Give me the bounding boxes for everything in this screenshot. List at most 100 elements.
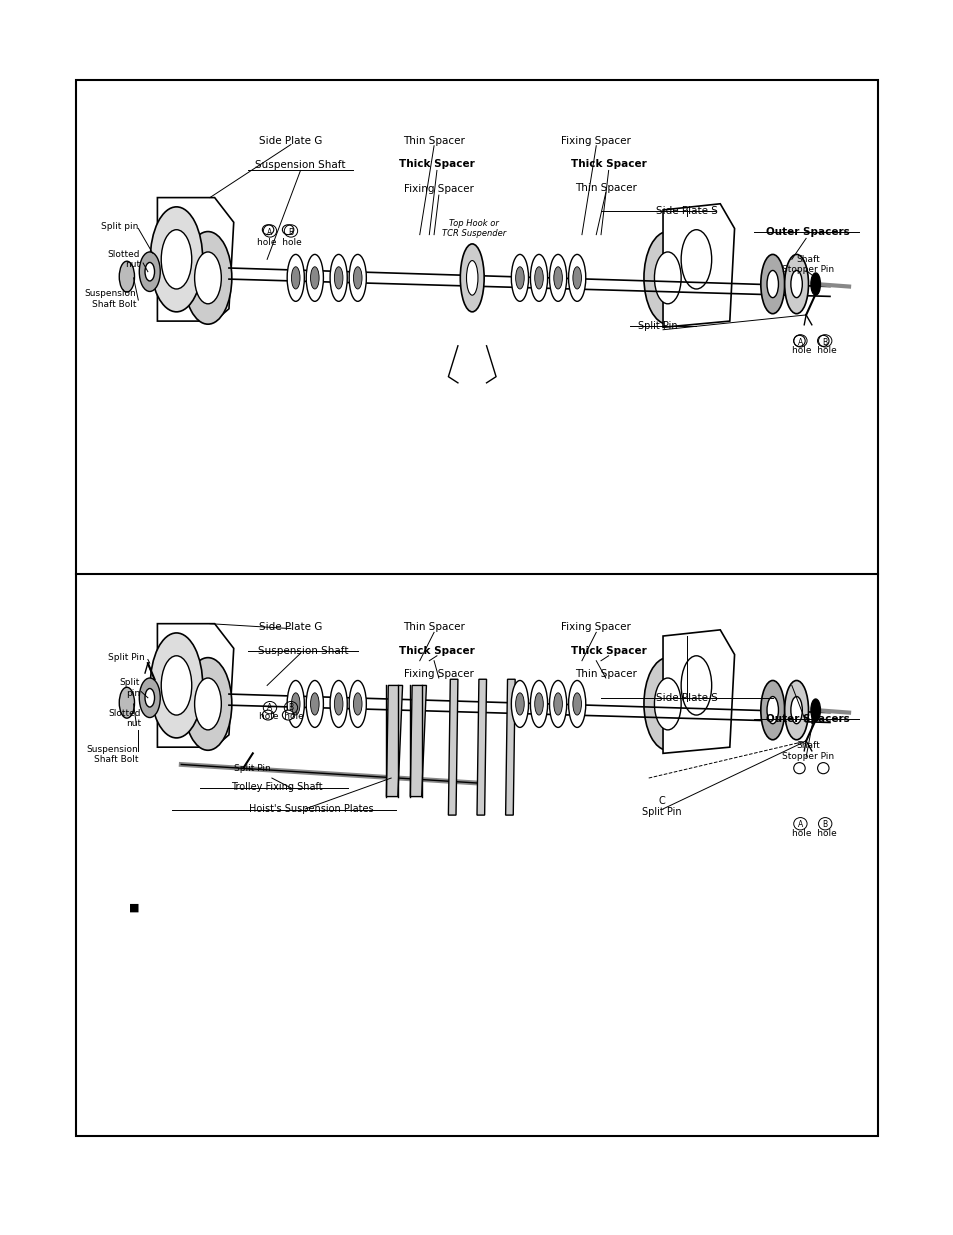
Text: ■: ■ (129, 903, 139, 913)
Ellipse shape (511, 254, 528, 301)
Text: Split
pin: Split pin (120, 678, 140, 698)
Ellipse shape (654, 678, 680, 730)
Ellipse shape (680, 230, 711, 289)
Ellipse shape (306, 680, 323, 727)
Ellipse shape (282, 225, 294, 235)
Ellipse shape (783, 680, 807, 740)
Text: Fixing Spacer: Fixing Spacer (403, 669, 474, 679)
Text: Outer Spacers: Outer Spacers (765, 714, 849, 724)
Ellipse shape (291, 267, 299, 289)
Ellipse shape (353, 267, 361, 289)
Ellipse shape (145, 262, 154, 282)
Ellipse shape (287, 680, 304, 727)
Ellipse shape (534, 693, 542, 715)
Ellipse shape (515, 693, 524, 715)
Text: Side Plate S: Side Plate S (656, 693, 717, 703)
Text: Thick Spacer: Thick Spacer (570, 159, 646, 169)
Text: Split Pin: Split Pin (108, 652, 145, 662)
Ellipse shape (119, 262, 134, 293)
Text: Suspension Shaft: Suspension Shaft (255, 161, 345, 170)
Ellipse shape (466, 261, 477, 295)
Ellipse shape (139, 252, 160, 291)
Text: Split Pin: Split Pin (234, 763, 271, 773)
Text: hole  hole: hole hole (257, 237, 301, 247)
Text: hole  hole: hole hole (259, 711, 303, 721)
Text: B: B (288, 703, 294, 713)
Text: Fixing Spacer: Fixing Spacer (403, 184, 474, 194)
Ellipse shape (643, 232, 691, 325)
Ellipse shape (306, 254, 323, 301)
Ellipse shape (793, 336, 804, 347)
Polygon shape (410, 685, 426, 797)
Ellipse shape (353, 693, 361, 715)
Ellipse shape (680, 656, 711, 715)
Ellipse shape (161, 230, 192, 289)
Ellipse shape (334, 693, 343, 715)
Polygon shape (157, 198, 233, 321)
Ellipse shape (330, 680, 347, 727)
Text: Slotted
nut: Slotted nut (108, 249, 140, 269)
Polygon shape (505, 679, 515, 815)
Text: B: B (821, 337, 827, 347)
Ellipse shape (572, 693, 581, 715)
Ellipse shape (766, 697, 778, 724)
Text: Slotted
nut: Slotted nut (109, 709, 141, 729)
Ellipse shape (810, 273, 820, 295)
Ellipse shape (643, 658, 691, 751)
Ellipse shape (549, 680, 566, 727)
Ellipse shape (349, 680, 366, 727)
Ellipse shape (262, 710, 274, 720)
Ellipse shape (311, 267, 318, 289)
Text: B: B (821, 820, 827, 830)
Ellipse shape (534, 267, 542, 289)
Ellipse shape (515, 267, 524, 289)
Text: hole  hole: hole hole (792, 829, 836, 839)
Text: A: A (267, 703, 273, 713)
Polygon shape (448, 679, 457, 815)
Text: Fixing Spacer: Fixing Spacer (560, 622, 631, 632)
Ellipse shape (654, 252, 680, 304)
Ellipse shape (553, 693, 561, 715)
Text: Outer Spacers: Outer Spacers (765, 227, 849, 237)
Polygon shape (157, 624, 233, 747)
Ellipse shape (287, 254, 304, 301)
Ellipse shape (568, 680, 585, 727)
Ellipse shape (330, 254, 347, 301)
Ellipse shape (766, 270, 778, 298)
Text: A: A (267, 227, 273, 237)
Text: Trolley Fixing Shaft: Trolley Fixing Shaft (231, 782, 322, 792)
Ellipse shape (184, 658, 232, 751)
Ellipse shape (790, 697, 801, 724)
Text: C
Split Pin: C Split Pin (641, 795, 681, 818)
Ellipse shape (810, 699, 820, 721)
Ellipse shape (145, 688, 154, 706)
Text: B: B (288, 227, 294, 237)
Ellipse shape (669, 206, 721, 311)
Ellipse shape (161, 656, 192, 715)
Ellipse shape (311, 693, 318, 715)
Ellipse shape (119, 687, 134, 719)
Ellipse shape (334, 267, 343, 289)
Ellipse shape (194, 252, 221, 304)
Ellipse shape (572, 267, 581, 289)
Text: Split Pin: Split Pin (638, 321, 678, 331)
Text: Side Plate S: Side Plate S (656, 206, 717, 216)
Text: Thick Spacer: Thick Spacer (570, 646, 646, 656)
Ellipse shape (817, 336, 828, 347)
Ellipse shape (790, 270, 801, 298)
Ellipse shape (459, 245, 483, 312)
Text: Thin Spacer: Thin Spacer (403, 136, 464, 146)
Ellipse shape (760, 254, 783, 314)
Ellipse shape (669, 632, 721, 737)
Ellipse shape (549, 254, 566, 301)
Ellipse shape (151, 632, 202, 737)
Ellipse shape (282, 710, 294, 720)
Ellipse shape (793, 763, 804, 773)
Text: A: A (797, 337, 802, 347)
Bar (76, 80, 877, 1136)
Ellipse shape (553, 267, 561, 289)
Ellipse shape (783, 254, 807, 314)
Text: Suspension
Shaft Bolt: Suspension Shaft Bolt (87, 745, 138, 764)
Ellipse shape (291, 693, 299, 715)
Polygon shape (476, 679, 486, 815)
